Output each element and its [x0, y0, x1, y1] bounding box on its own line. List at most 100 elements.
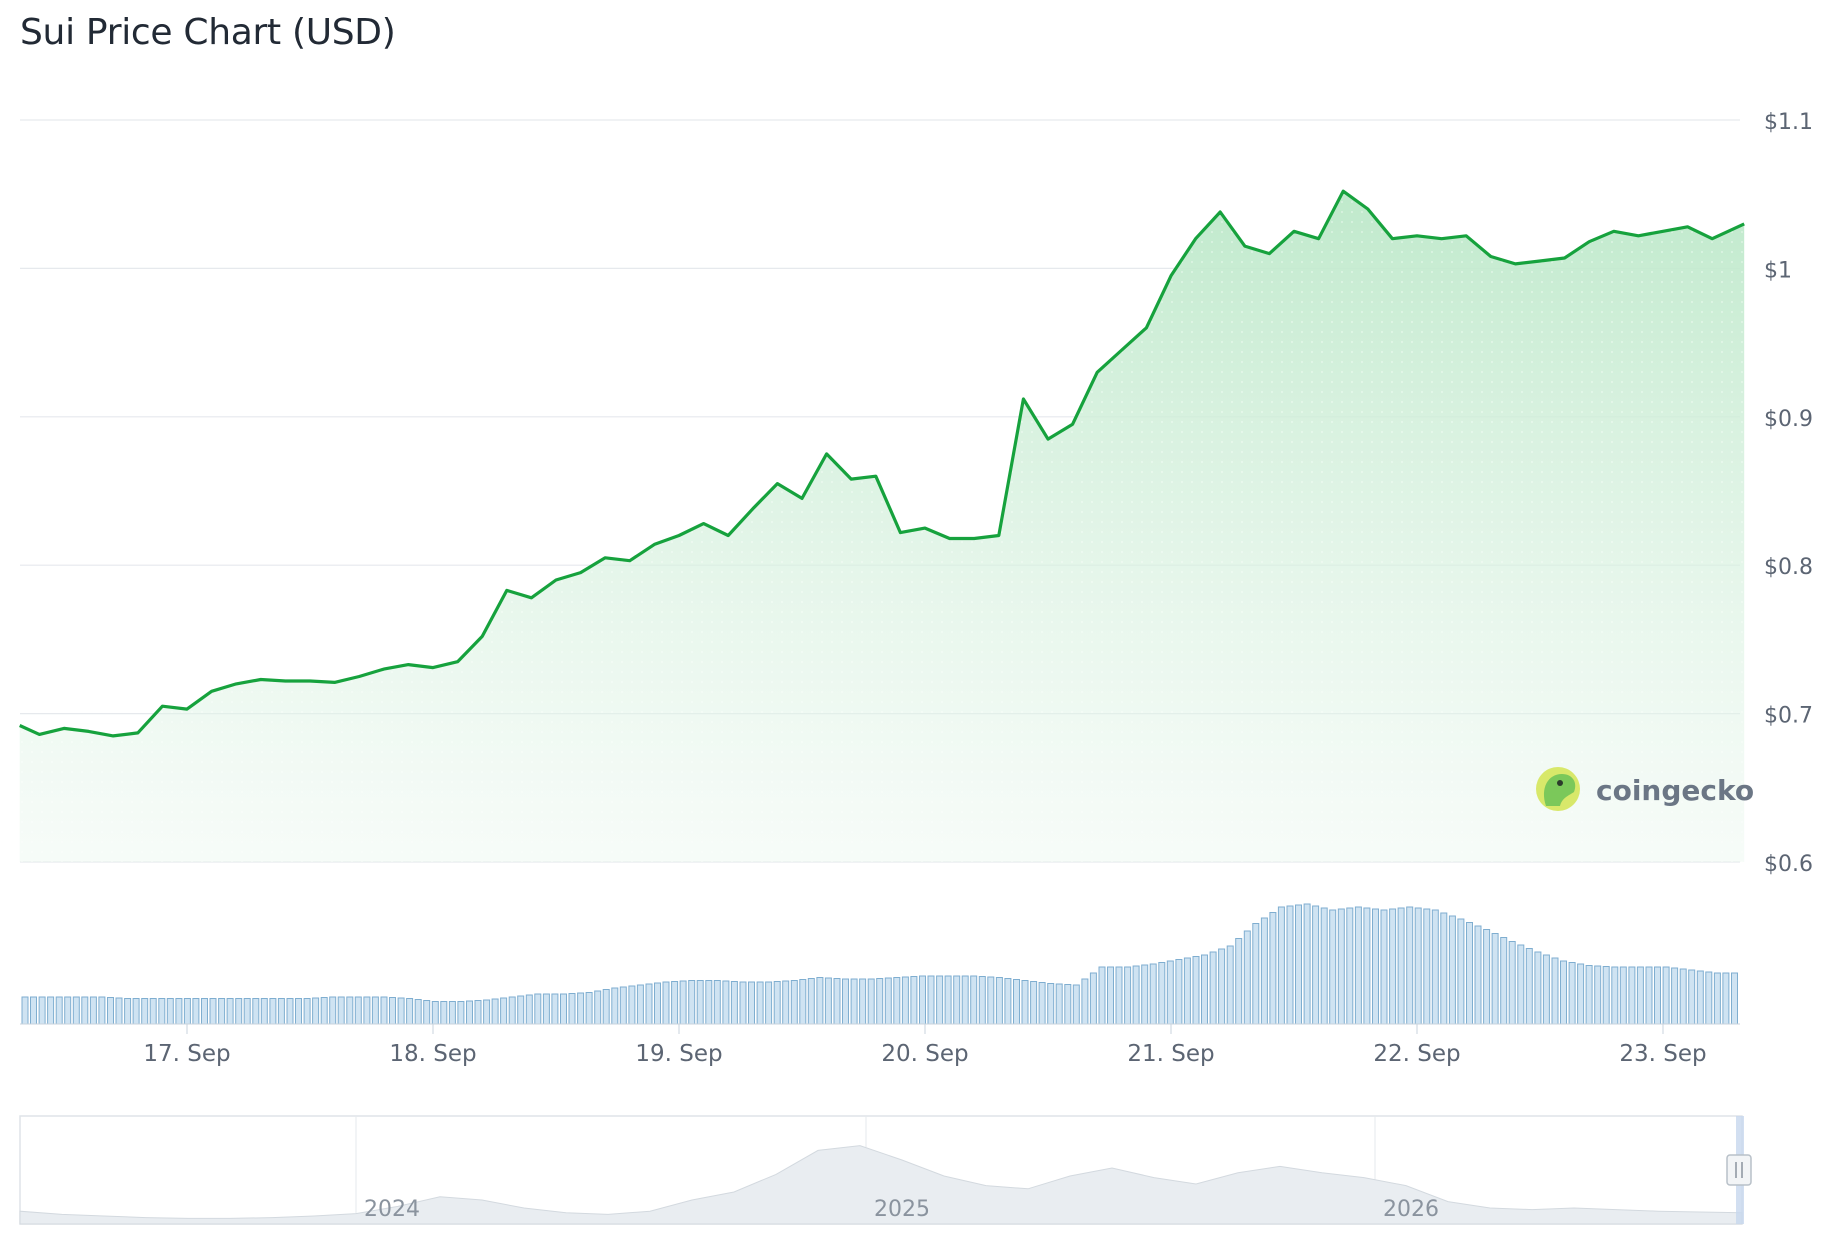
volume-bar: [671, 981, 679, 1025]
volume-bar: [192, 998, 200, 1025]
navigator-handle[interactable]: [1726, 1154, 1752, 1186]
volume-bar: [1431, 909, 1439, 1025]
volume-bar: [1696, 970, 1704, 1025]
volume-bar: [406, 998, 414, 1025]
y-tick-label: $0.8: [1764, 555, 1813, 580]
volume-bar: [756, 981, 764, 1025]
volume-bar: [688, 980, 696, 1025]
x-tick-label: 19. Sep: [635, 1041, 722, 1067]
volume-bar: [1363, 907, 1371, 1025]
volume-bar: [1055, 983, 1063, 1025]
volume-bar: [303, 998, 311, 1025]
volume-bar: [38, 996, 46, 1025]
volume-bar: [431, 1001, 439, 1025]
volume-bar: [1337, 908, 1345, 1025]
volume-bar: [175, 998, 183, 1025]
volume-bar: [1688, 969, 1696, 1025]
volume-bar: [782, 980, 790, 1025]
volume-bar: [1132, 965, 1140, 1025]
volume-bar: [542, 993, 550, 1025]
volume-bar: [790, 980, 798, 1025]
volume-bar: [21, 996, 29, 1025]
volume-bar: [1731, 972, 1738, 1025]
volume-bar: [1671, 967, 1679, 1025]
volume-bar: [64, 996, 72, 1025]
volume-bar: [1269, 912, 1277, 1025]
volume-bar: [295, 998, 302, 1025]
page-title: Sui Price Chart (USD): [20, 12, 396, 53]
volume-bar: [1107, 966, 1114, 1025]
x-tick-label: 22. Sep: [1373, 1041, 1460, 1067]
volume-bar: [371, 996, 379, 1025]
volume-bar: [1534, 951, 1542, 1025]
volume-bar: [1636, 966, 1644, 1025]
coingecko-watermark: coingecko: [1536, 767, 1754, 811]
volume-bar: [389, 997, 396, 1025]
volume-bar: [1346, 907, 1354, 1025]
volume-bar: [1286, 905, 1294, 1025]
volume-bar: [1713, 972, 1721, 1025]
y-axis: $0.6 $0.7 $0.8 $0.9 $1 $1.1: [1764, 110, 1813, 877]
volume-bar: [936, 975, 944, 1025]
volume-bar: [987, 976, 995, 1025]
gecko-eye-icon: [1557, 780, 1563, 786]
volume-bar: [1474, 925, 1482, 1025]
volume-bar: [500, 997, 508, 1025]
volume-bar: [363, 996, 371, 1025]
volume-bar: [594, 990, 602, 1025]
volume-bar: [1654, 966, 1661, 1025]
volume-bar: [1568, 962, 1576, 1025]
volume-bar: [517, 995, 525, 1025]
volume-bar: [713, 980, 721, 1025]
price-area-texture: [19, 191, 1745, 862]
volume-bar: [1508, 941, 1516, 1025]
volume-bar: [884, 977, 892, 1025]
x-tick-label: 20. Sep: [881, 1041, 968, 1067]
volume-bar: [1397, 907, 1405, 1025]
volume-bar: [1295, 904, 1302, 1025]
volume-bar: [124, 998, 132, 1025]
volume-bar: [1183, 957, 1191, 1025]
volume-bar: [560, 993, 567, 1025]
volume-bar: [654, 982, 661, 1025]
volume-bar: [158, 998, 166, 1025]
volume-bar: [89, 996, 97, 1025]
volume-bar: [1149, 963, 1157, 1025]
volume-bar: [1218, 948, 1226, 1025]
volume-bar: [816, 977, 824, 1025]
volume-bar: [1038, 982, 1046, 1025]
volume-bar: [329, 996, 337, 1025]
volume-bar: [833, 978, 841, 1025]
volume-bar: [807, 978, 815, 1025]
volume-bar: [1594, 965, 1602, 1025]
navigator-year-label: 2024: [364, 1197, 420, 1222]
volume-bar: [611, 987, 619, 1025]
x-tick-label: 21. Sep: [1127, 1041, 1214, 1067]
volume-bar: [286, 998, 294, 1025]
volume-bar: [1030, 981, 1038, 1025]
volume-bar: [1372, 908, 1379, 1025]
volume-bar: [47, 996, 55, 1025]
volume-bar: [312, 997, 320, 1025]
volume-bar: [1448, 915, 1456, 1025]
volume-bar: [1141, 964, 1149, 1025]
volume-bar: [1089, 972, 1097, 1025]
volume-bar: [1491, 933, 1499, 1025]
volume-bar: [970, 975, 978, 1025]
volume-bar: [1175, 959, 1183, 1025]
volume-bar: [978, 976, 986, 1025]
brand-name: coingecko: [1596, 774, 1754, 807]
navigator[interactable]: 2024 2025 2026: [19, 1115, 1752, 1225]
volume-bar: [919, 975, 926, 1025]
volume-bar: [1047, 983, 1055, 1025]
x-axis: 17. Sep 18. Sep 19. Sep 20. Sep 21. Sep 22. S…: [143, 1024, 1707, 1067]
volume-bar: [448, 1001, 456, 1025]
volume-bar: [414, 999, 422, 1025]
volume-bar: [1209, 951, 1217, 1025]
volume-bar: [1226, 945, 1234, 1025]
volume-bar: [440, 1001, 448, 1025]
volume-bar: [1235, 938, 1243, 1025]
volume-bar: [483, 999, 491, 1025]
